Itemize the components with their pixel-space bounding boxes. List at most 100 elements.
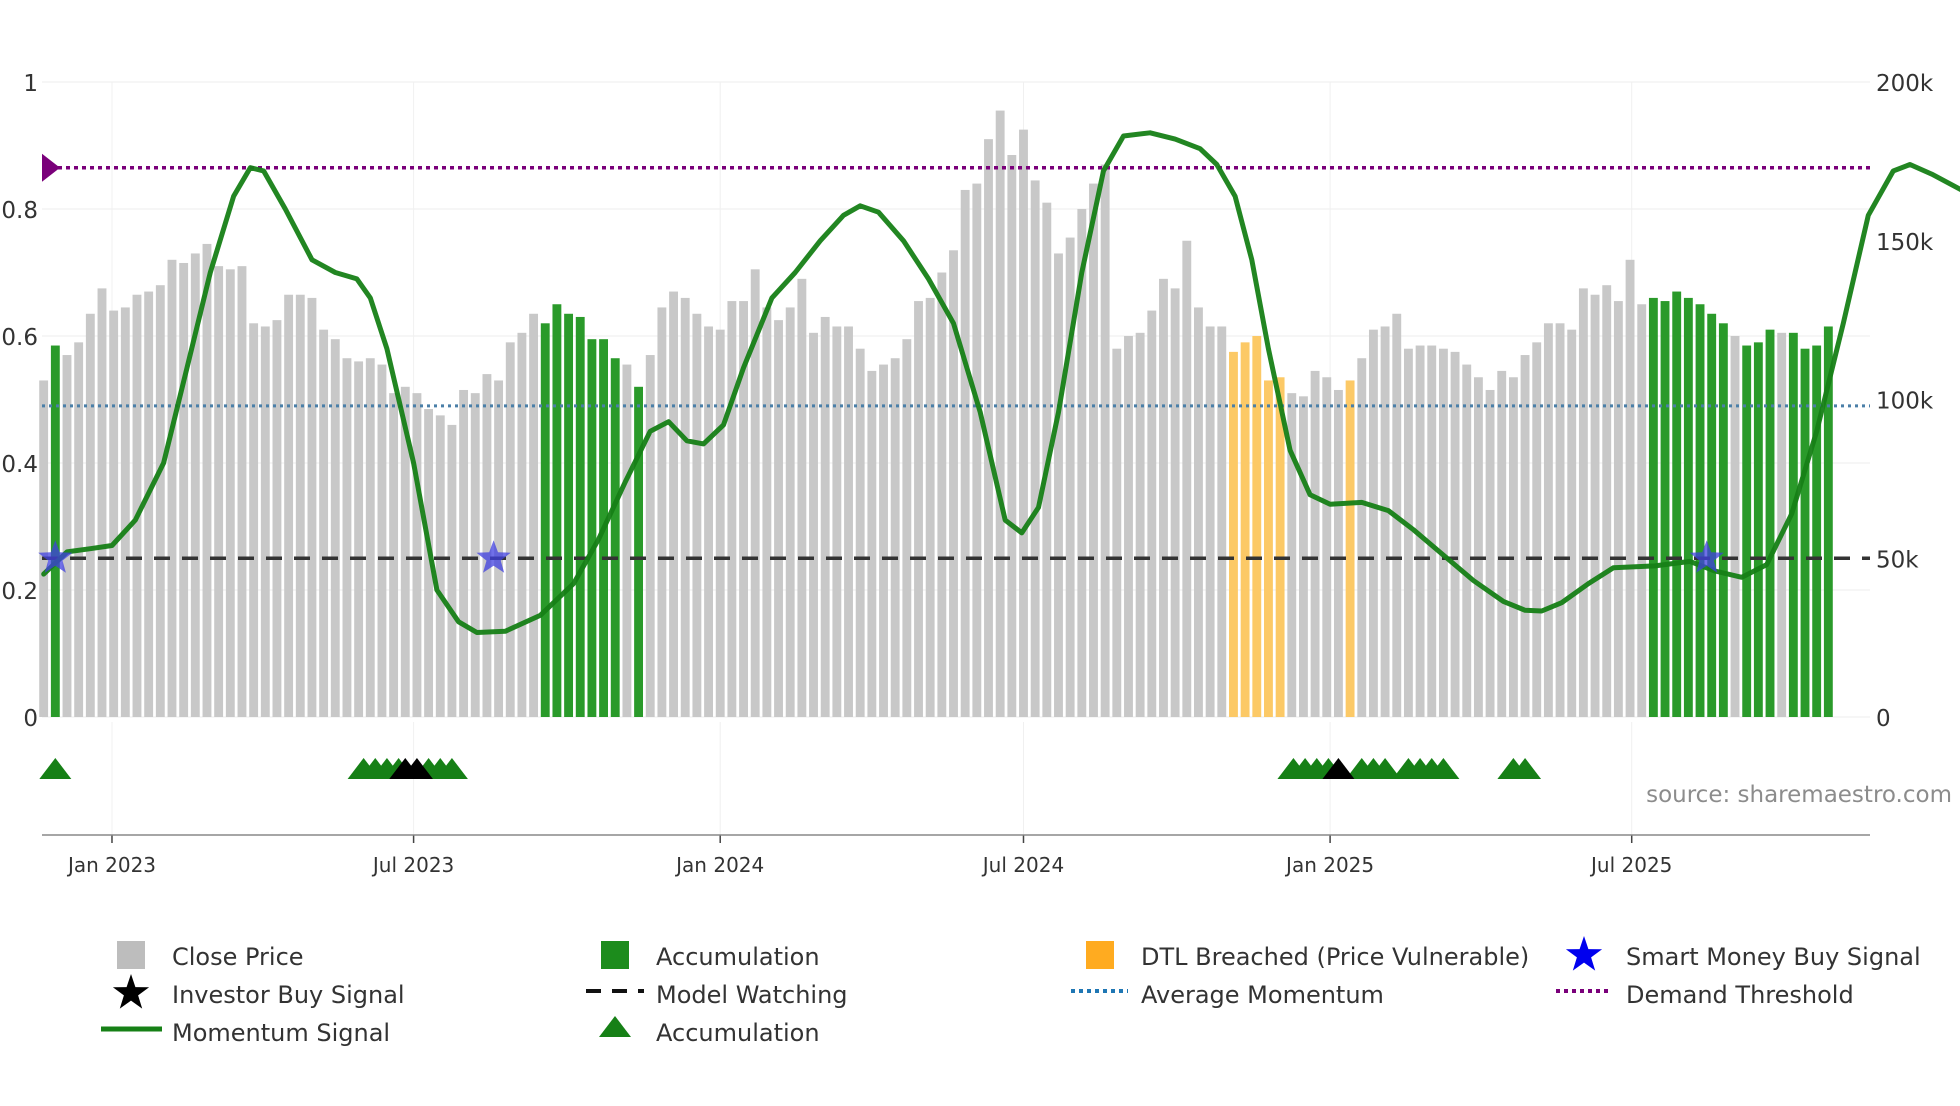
accumulation-bar xyxy=(1695,304,1705,717)
right-tick-label: 100k xyxy=(1876,389,1934,415)
legend-label-investor: Investor Buy Signal xyxy=(172,981,405,1009)
dtl-breached-bar xyxy=(1345,380,1355,717)
accumulation-bar xyxy=(1765,329,1775,717)
close-price-bar xyxy=(424,409,434,717)
close-price-bar xyxy=(1427,345,1437,717)
legend-item-smart-money: Smart Money Buy Signal xyxy=(1565,936,1921,971)
legend-item-demand-threshold: Demand Threshold xyxy=(1556,981,1854,1009)
close-price-bar xyxy=(844,326,853,717)
close-price-bar xyxy=(1357,358,1367,717)
close-price-bar xyxy=(365,358,375,717)
accumulation-bar xyxy=(1753,342,1763,717)
close-price-bar xyxy=(972,183,982,718)
close-price-bar xyxy=(132,294,142,717)
price-bars xyxy=(39,110,1833,718)
close-price-bar xyxy=(1497,370,1507,717)
demand-threshold-marker xyxy=(42,153,60,182)
close-price-bar xyxy=(155,285,165,717)
legend-label-model-watching: Model Watching xyxy=(656,981,848,1009)
accumulation-bar xyxy=(634,386,643,717)
accumulation-bar xyxy=(1648,297,1658,717)
dtl-breached-bar xyxy=(1240,342,1250,717)
close-price-bar xyxy=(1520,355,1530,717)
accumulation-bar xyxy=(575,316,585,717)
close-price-bar xyxy=(622,364,632,717)
close-price-bar xyxy=(1007,155,1017,717)
close-price-bar xyxy=(867,370,877,717)
close-price-bar xyxy=(167,259,177,717)
legend-item-dtl-breached: DTL Breached (Price Vulnerable) xyxy=(1086,941,1529,971)
legend-label-accumulation-triangle: Accumulation xyxy=(656,1019,820,1047)
close-price-bar xyxy=(1205,326,1215,717)
dtl-breached-bar xyxy=(1264,380,1273,717)
close-price-bar xyxy=(1089,183,1098,718)
legend-label-dtl-breached: DTL Breached (Price Vulnerable) xyxy=(1141,943,1529,971)
close-price-bar xyxy=(354,361,364,717)
close-price-bar xyxy=(214,266,224,717)
close-price-bar xyxy=(1532,342,1542,717)
close-price-bar xyxy=(727,301,737,717)
close-price-bar xyxy=(960,189,970,717)
close-price-bar xyxy=(1555,323,1565,717)
close-price-bar xyxy=(902,339,912,717)
left-tick-label: 0.4 xyxy=(1,452,38,478)
momentum-signal-line xyxy=(41,130,1960,635)
accumulation-bar xyxy=(1683,297,1693,717)
source-label: source: sharemaestro.com xyxy=(1646,782,1952,808)
left-tick-label: 0.6 xyxy=(1,325,38,351)
smart-money-star xyxy=(476,540,511,573)
close-price-bar xyxy=(995,110,1005,717)
close-price-bar xyxy=(704,326,713,717)
close-price-bar xyxy=(1485,389,1495,717)
right-tick-label: 200k xyxy=(1876,71,1934,97)
dtl-breached-bar xyxy=(1252,336,1262,717)
axes: 0 0.2 0.4 0.6 0.8 1 0 50k 100k 150k 200k Jan 2023 Ju… xyxy=(1,71,1933,877)
close-price-bar xyxy=(1030,180,1040,717)
close-price-bar xyxy=(1438,348,1448,717)
close-price-bar xyxy=(412,393,422,717)
close-price-bar xyxy=(1380,326,1390,717)
close-price-bar xyxy=(809,332,818,717)
accumulation-bar xyxy=(1660,301,1670,717)
accumulation-triangle xyxy=(435,758,468,779)
accumulation-triangle xyxy=(1427,758,1460,779)
accumulation-bar xyxy=(540,323,550,717)
legend-label-average-momentum: Average Momentum xyxy=(1141,981,1384,1009)
close-price-bar xyxy=(272,320,282,718)
close-price-bar xyxy=(1182,240,1192,717)
accumulation-bar xyxy=(50,345,60,717)
close-price-bar xyxy=(692,313,702,717)
legend-label-smart-money: Smart Money Buy Signal xyxy=(1626,943,1921,971)
close-price-bar xyxy=(447,424,457,717)
close-price-bar xyxy=(389,393,399,717)
close-price-bar xyxy=(319,329,329,717)
close-price-bar xyxy=(1147,310,1157,717)
investor-signal-triangle xyxy=(1322,758,1355,779)
close-price-bar xyxy=(949,250,958,717)
legend-triangle-icon xyxy=(599,1016,631,1037)
close-price-bar xyxy=(1194,307,1203,717)
smart-money-star xyxy=(38,540,73,573)
close-price-bar xyxy=(1135,332,1145,717)
left-tick-label: 0.2 xyxy=(1,579,38,605)
close-price-bar xyxy=(890,358,900,717)
right-tick-label: 150k xyxy=(1876,230,1934,256)
x-tick-label: Jan 2024 xyxy=(674,853,764,877)
close-price-bar xyxy=(1170,288,1180,718)
x-tick-label: Jul 2024 xyxy=(981,853,1064,877)
close-price-bar xyxy=(1310,370,1320,717)
close-price-bar xyxy=(85,313,95,717)
accumulation-bar xyxy=(1742,345,1752,717)
close-price-bar xyxy=(179,262,189,717)
close-price-bar xyxy=(750,269,760,717)
legend-item-average-momentum: Average Momentum xyxy=(1071,981,1384,1009)
accumulation-bar xyxy=(564,313,574,717)
left-tick-label: 1 xyxy=(23,71,38,97)
close-price-bar xyxy=(1368,329,1378,717)
close-price-bar xyxy=(680,297,690,717)
close-price-bar xyxy=(470,393,480,717)
legend-star-blue-icon xyxy=(1565,936,1603,971)
close-price-bar xyxy=(1124,336,1133,717)
close-price-bar xyxy=(1112,348,1122,717)
